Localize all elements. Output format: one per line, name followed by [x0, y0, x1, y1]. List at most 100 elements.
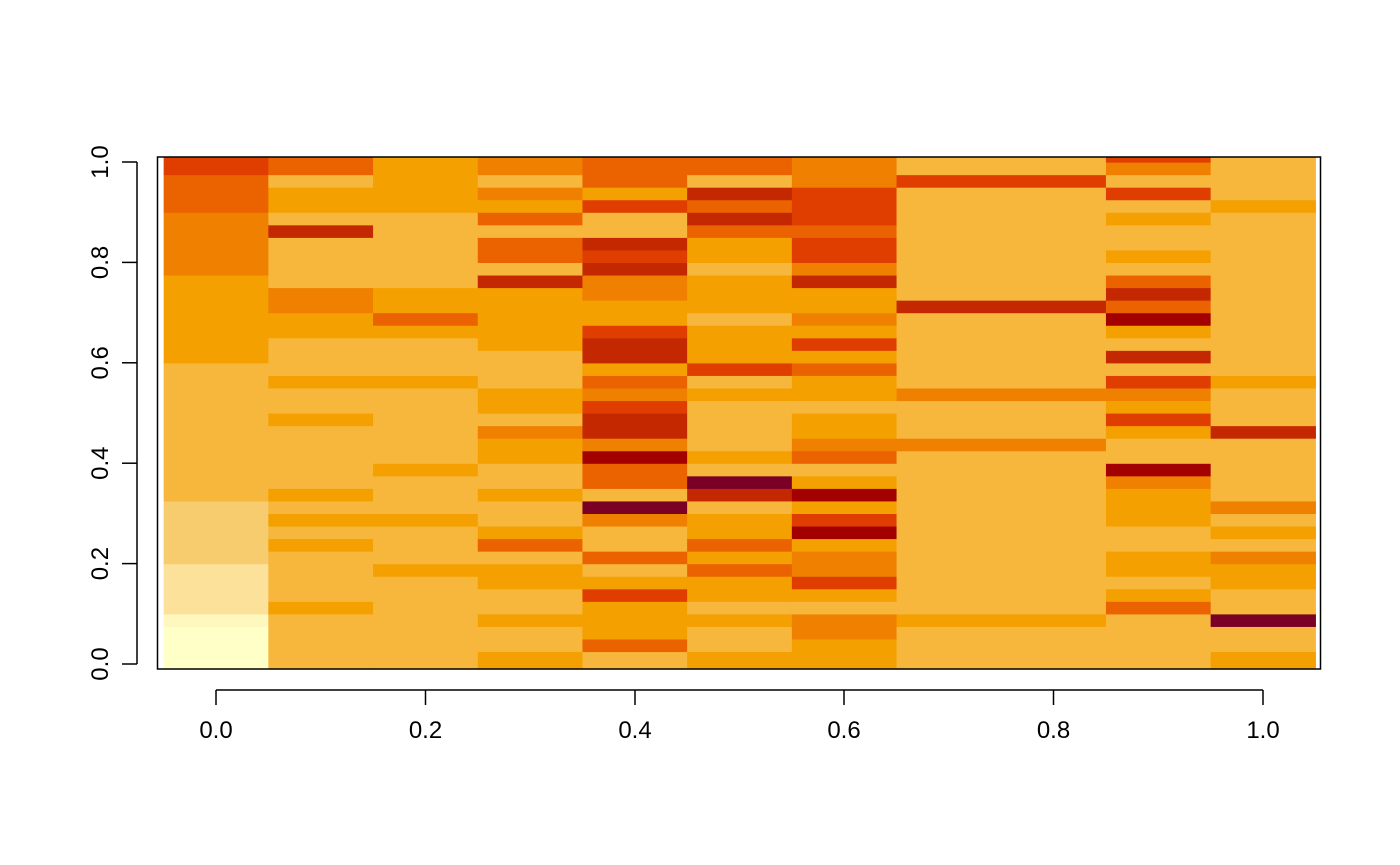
heatmap-cell: [582, 212, 688, 238]
heatmap-cell: [582, 337, 688, 364]
heatmap-cell: [791, 350, 898, 364]
heatmap-cell: [582, 157, 688, 188]
heatmap-cell: [791, 187, 898, 226]
heatmap-cell: [582, 362, 688, 376]
heatmap-cell: [373, 475, 479, 514]
heatmap-cell: [1105, 475, 1212, 489]
heatmap-cell: [373, 576, 479, 670]
heatmap-cell: [687, 224, 793, 238]
heatmap-cell: [687, 651, 793, 670]
heatmap-cell: [582, 300, 688, 326]
heatmap-cell: [477, 199, 584, 213]
heatmap-cell: [268, 337, 374, 376]
heatmap-cell: [477, 525, 584, 540]
heatmap-cell: [582, 413, 688, 439]
heatmap-cell: [1210, 375, 1316, 389]
heatmap-cell: [1105, 413, 1212, 427]
heatmap-cell: [582, 325, 688, 339]
heatmap-cell: [1210, 387, 1316, 427]
heatmap-cell: [791, 488, 898, 502]
heatmap-cell: [582, 588, 688, 602]
heatmap-cell: [1105, 287, 1212, 301]
heatmap-cell: [477, 157, 584, 176]
heatmap-cell: [791, 362, 898, 376]
heatmap-cell: [582, 274, 688, 301]
heatmap-cell: [477, 626, 584, 653]
heatmap-cell: [1210, 513, 1316, 527]
heatmap-cell: [163, 626, 269, 670]
heatmap-cell: [791, 337, 898, 351]
heatmap-cell: [477, 425, 584, 439]
heatmap-cell: [791, 413, 898, 439]
heatmap-cell: [373, 563, 479, 577]
heatmap-cell: [582, 375, 688, 389]
heatmap-cell: [373, 387, 479, 464]
heatmap-cell: [687, 325, 793, 364]
heatmap-cell: [268, 157, 374, 176]
heatmap-cell: [687, 212, 793, 226]
heatmap-cell: [896, 187, 1107, 301]
heatmap-cell: [582, 513, 688, 527]
heatmap-cell: [687, 387, 793, 402]
heatmap-cell: [687, 312, 793, 326]
heatmap-cell: [477, 262, 584, 276]
heatmap-cell: [687, 450, 793, 464]
heatmap-cell: [582, 525, 688, 552]
heatmap-cell: [1105, 613, 1212, 670]
heatmap-cell: [1105, 576, 1212, 590]
x-tick-label: 0.0: [199, 717, 232, 744]
heatmap-cell: [477, 613, 584, 627]
heatmap-cell: [477, 274, 584, 289]
heatmap-cell: [791, 551, 898, 577]
heatmap-cell: [687, 500, 793, 514]
heatmap-cell: [477, 187, 584, 201]
heatmap-cell: [687, 538, 793, 552]
heatmap-cell: [1105, 525, 1212, 552]
heatmap-cell: [1210, 212, 1316, 376]
heatmap-cell: [791, 601, 898, 615]
heatmap-cell: [687, 463, 793, 477]
heatmap-cell: [582, 438, 688, 452]
heatmap-cell: [1105, 588, 1212, 602]
heatmap-cell: [268, 613, 374, 670]
heatmap-cell: [791, 262, 898, 276]
heatmap-cell: [687, 375, 793, 389]
heatmap-cell: [687, 576, 793, 602]
heatmap-cell: [896, 613, 1107, 627]
heatmap-cell: [477, 463, 584, 489]
heatmap-cell: [582, 199, 688, 213]
heatmap-cell: [1210, 157, 1316, 201]
heatmap-cell: [582, 400, 688, 414]
heatmap-cell: [1105, 157, 1212, 163]
x-tick-label: 0.2: [409, 717, 442, 744]
heatmap-cell: [477, 174, 584, 188]
x-tick-label: 0.6: [827, 717, 860, 744]
heatmap-cell: [791, 224, 898, 238]
heatmap-cell: [477, 488, 584, 502]
heatmap-cell: [582, 638, 688, 653]
y-axis: 0.0 0.2 0.4 0.6 0.8 1.0: [87, 145, 138, 681]
heatmap-cell: [791, 400, 898, 414]
heatmap-cell: [1105, 362, 1212, 376]
heatmap-cell: [687, 157, 793, 176]
heatmap-cell: [477, 287, 584, 351]
y-tick-label: 0.4: [87, 447, 114, 480]
heatmap-cell: [1210, 563, 1316, 590]
heatmap-cell: [687, 187, 793, 201]
heatmap-cell: [477, 588, 584, 615]
heatmap-cell: [373, 513, 479, 527]
heatmap-cell: [163, 274, 269, 364]
heatmap-cell: [1105, 312, 1212, 326]
heatmap-cell: [163, 563, 269, 615]
heatmap-cell: [1105, 488, 1212, 527]
heatmap-cell: [477, 387, 584, 414]
heatmap-cell: [1210, 551, 1316, 565]
heatmap-cell: [163, 157, 269, 176]
heatmap-cell: [1105, 224, 1212, 251]
heatmap-cell: [1105, 551, 1212, 577]
heatmap-cell: [687, 199, 793, 213]
heatmap-cell: [477, 563, 584, 590]
heatmap-cell: [373, 212, 479, 289]
heatmap-cell: [791, 375, 898, 402]
heatmap-cell: [268, 174, 374, 188]
